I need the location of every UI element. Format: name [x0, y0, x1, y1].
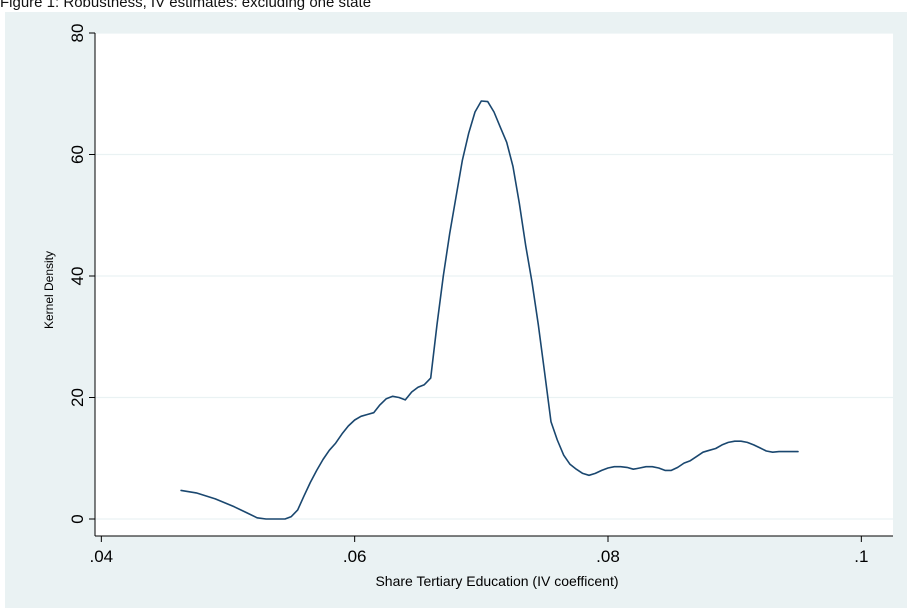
x-tick-label: .1	[854, 547, 868, 566]
x-tick-label: .04	[90, 547, 114, 566]
y-tick-label: 20	[68, 388, 87, 407]
y-tick-label: 0	[68, 514, 87, 523]
x-tick-label: .08	[596, 547, 620, 566]
figure-caption: Figure 1: Robustness, IV estimates: excl…	[0, 0, 372, 11]
y-axis-label: Kernel Density	[42, 251, 56, 329]
y-tick-label: 40	[68, 267, 87, 286]
plot-area	[95, 33, 893, 536]
tick-labels: 0 20 40 60 80 .04 .06 .08 .1	[68, 24, 868, 566]
y-tick-label: 80	[68, 24, 87, 43]
x-axis-label: Share Tertiary Education (IV coefficent)	[375, 573, 618, 589]
gridlines	[95, 32, 893, 520]
x-tick-label: .06	[343, 547, 367, 566]
y-tick-label: 60	[68, 145, 87, 164]
axes	[89, 32, 893, 542]
density-line	[180, 100, 799, 520]
